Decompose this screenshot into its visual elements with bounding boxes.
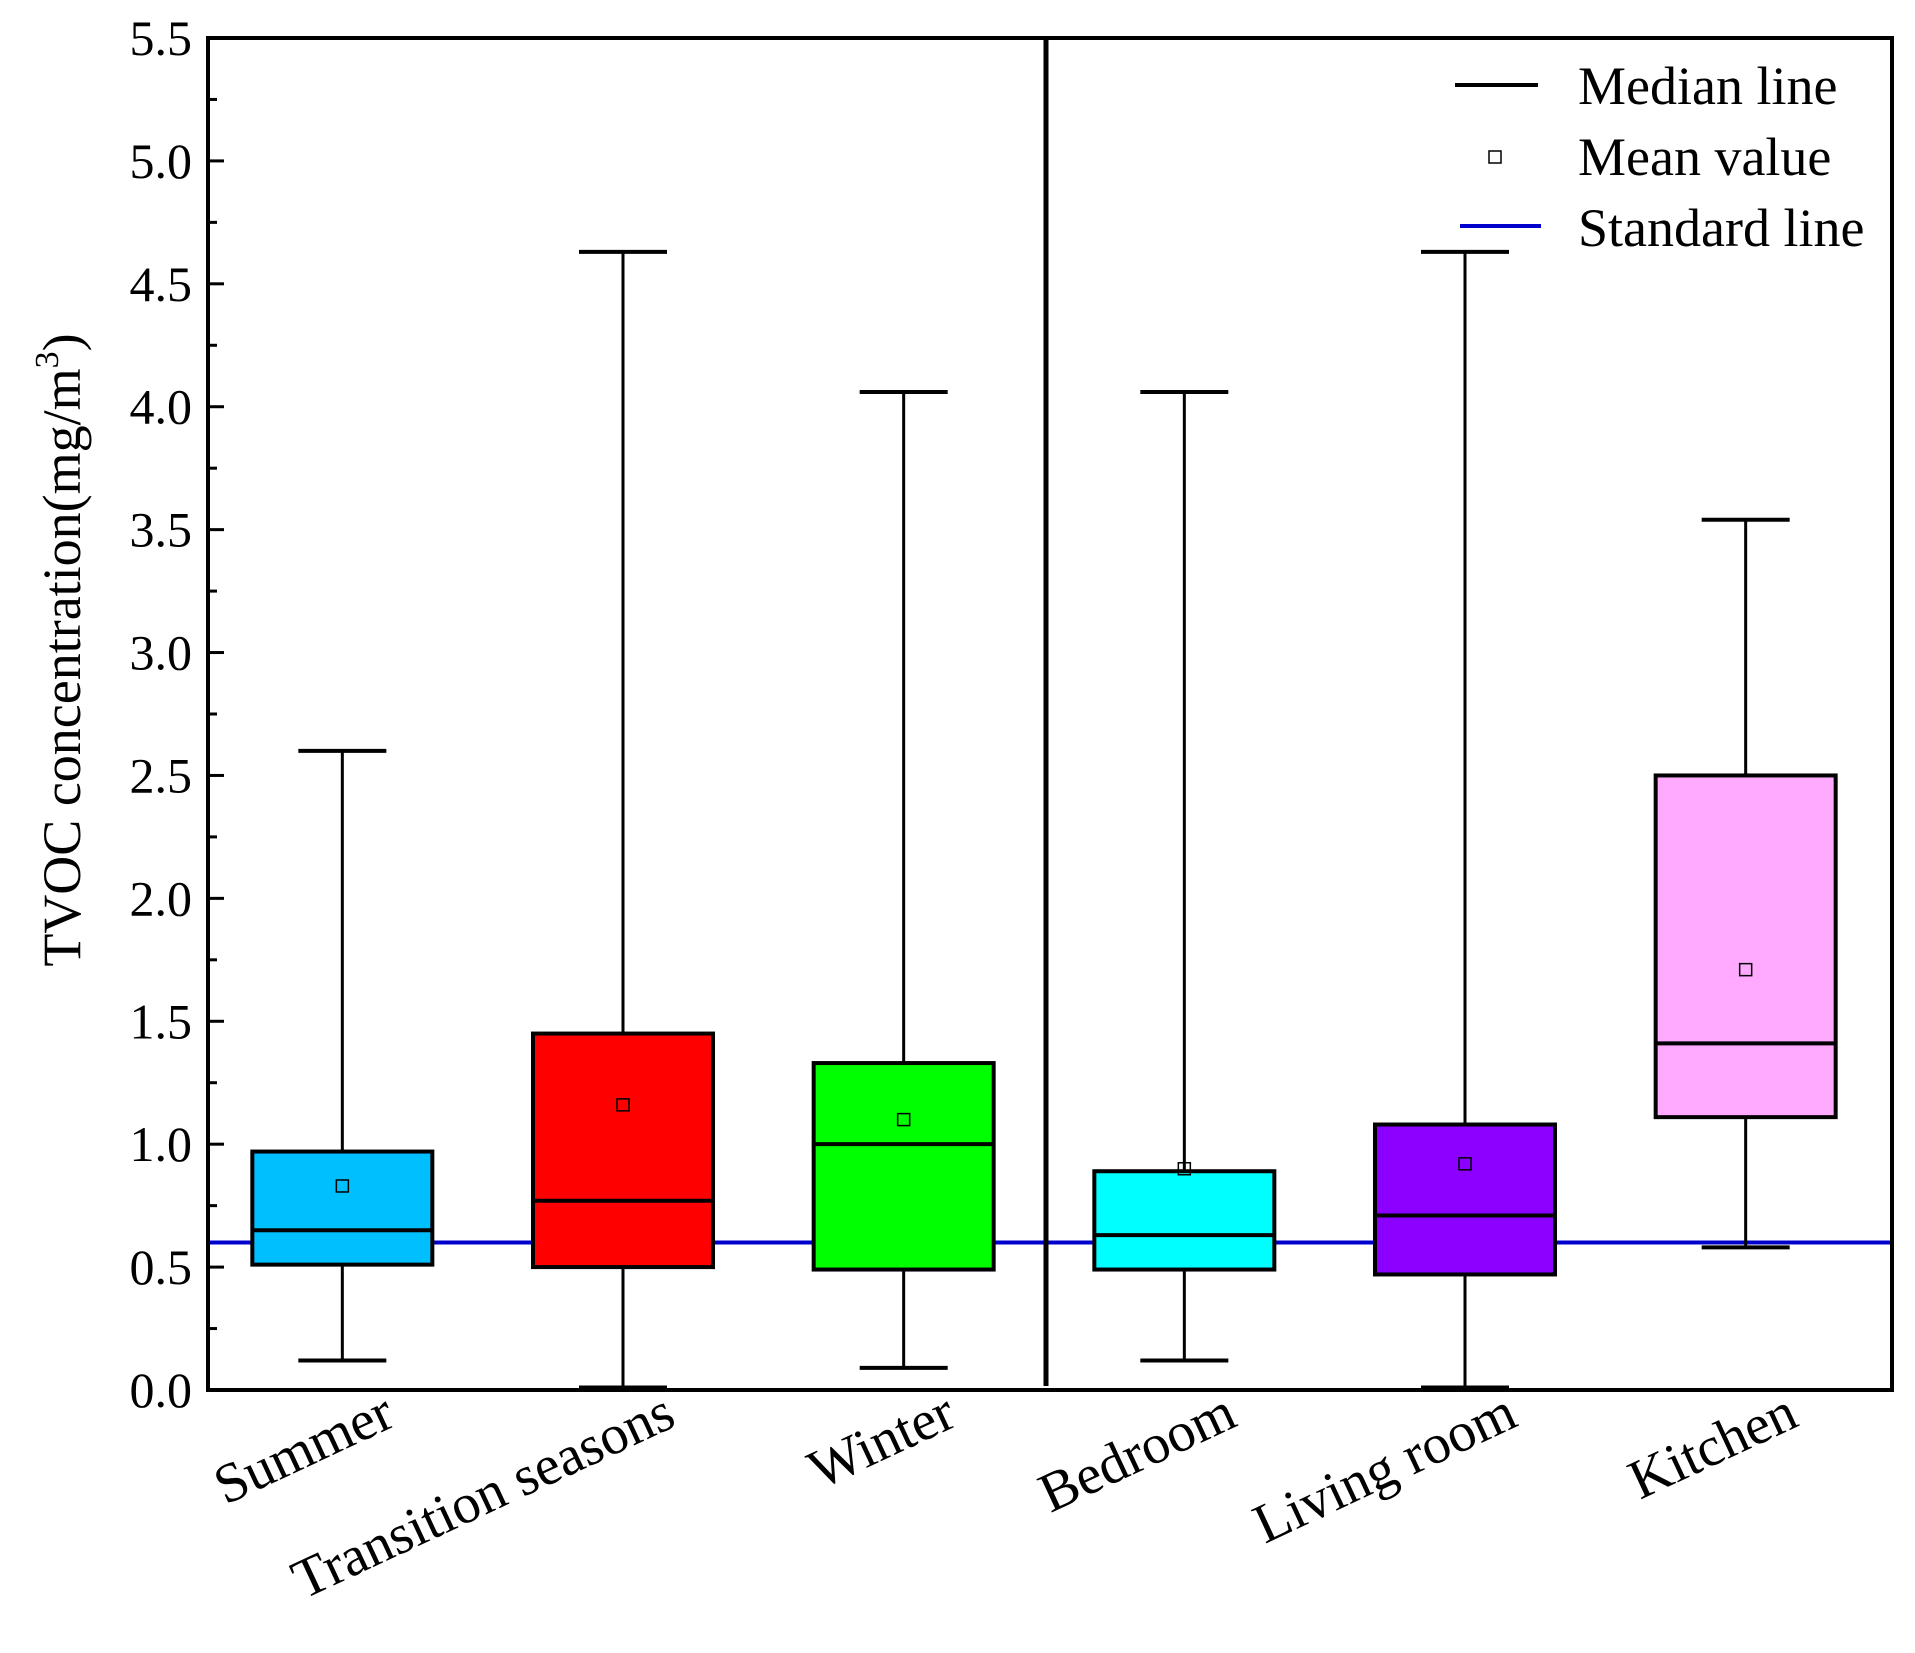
y-tick-label: 3.5 [130, 502, 193, 558]
legend-median-label: Median line [1578, 56, 1837, 116]
box-kitchen [1653, 517, 1838, 1250]
box-living-room [1373, 249, 1557, 1390]
box-transition-seasons [531, 249, 715, 1390]
y-tick-labels: 0.0 0.5 1.0 1.5 2.0 2.5 3.0 3.5 4.0 4.5 5.0 5.5 [130, 10, 193, 1418]
category-label: Summer [205, 1380, 404, 1517]
mean-marker [1177, 1162, 1192, 1176]
legend: Median line Mean value Standard line [1455, 56, 1864, 258]
plot-frame [206, 36, 1894, 1392]
legend-standard-label: Standard line [1578, 198, 1864, 258]
y-axis-title: TVOC concentration(mg/m3) [29, 333, 92, 966]
y-tick-label: 4.0 [130, 379, 193, 435]
box-layer [250, 249, 1838, 1390]
y-tick-label: 0.5 [130, 1239, 193, 1295]
iqr-box [531, 1031, 715, 1270]
y-tick-label: 1.5 [130, 993, 193, 1049]
iqr-box [811, 1061, 996, 1272]
iqr-box [1653, 773, 1838, 1120]
box-bedroom [1092, 389, 1277, 1363]
y-tick-label: 0.0 [130, 1362, 193, 1418]
iqr-box [1092, 1169, 1277, 1272]
y-tick-label: 2.0 [130, 870, 193, 926]
category-label: Living room [1244, 1381, 1525, 1556]
y-axis-ticks [208, 36, 224, 1392]
mean-marker [1458, 1157, 1472, 1171]
mean-marker [335, 1179, 350, 1193]
y-tick-label: 4.5 [130, 256, 193, 312]
legend-mean-label: Mean value [1578, 127, 1831, 187]
box-summer [250, 748, 435, 1363]
y-tick-label: 5.0 [130, 133, 193, 189]
y-tick-label: 5.5 [130, 10, 193, 66]
mean-marker [1738, 962, 1753, 977]
iqr-box [1373, 1122, 1557, 1277]
category-label: Kitchen [1619, 1381, 1806, 1512]
mean-marker [616, 1098, 630, 1112]
y-tick-label: 3.0 [130, 625, 193, 681]
y-tick-label: 2.5 [130, 747, 193, 803]
legend-mean-swatch [1488, 150, 1502, 164]
box-winter [811, 389, 996, 1370]
y-tick-label: 1.0 [130, 1116, 193, 1172]
mean-marker [896, 1112, 911, 1127]
iqr-box [250, 1149, 435, 1267]
category-label: Winter [799, 1380, 964, 1501]
category-label: Bedroom [1030, 1381, 1245, 1525]
